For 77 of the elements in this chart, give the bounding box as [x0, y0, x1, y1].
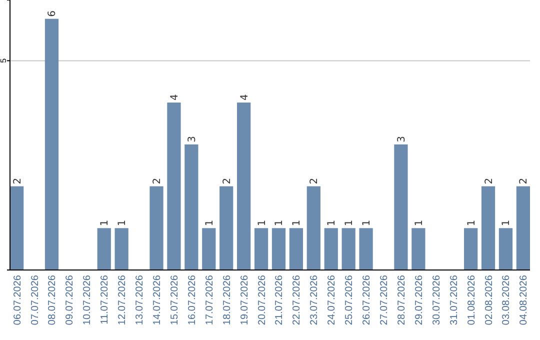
data-label: 2 — [222, 178, 233, 184]
x-tick-label: 06.07.2026 — [12, 274, 24, 326]
x-tick-label: 23.07.2026 — [309, 274, 320, 326]
x-tick-label: 16.07.2026 — [186, 274, 198, 326]
data-label: 2 — [12, 178, 24, 184]
x-tick-label: 27.07.2026 — [379, 274, 390, 326]
bar — [324, 228, 338, 270]
x-tick-label: 01.08.2026 — [466, 274, 478, 326]
bar — [394, 144, 408, 270]
bar — [516, 186, 530, 270]
bar — [289, 228, 303, 270]
x-tick-label: 14.07.2026 — [152, 274, 163, 326]
bar — [10, 186, 24, 270]
x-tick-label: 20.07.2026 — [256, 274, 268, 326]
bar — [184, 144, 198, 270]
x-tick-label: 26.07.2026 — [362, 274, 373, 326]
x-tick-label: 10.07.2026 — [82, 274, 94, 326]
data-label: 1 — [256, 220, 268, 226]
bar — [412, 228, 426, 270]
data-label: 4 — [169, 94, 180, 101]
bar — [306, 186, 320, 270]
bar — [272, 228, 286, 270]
bar — [167, 102, 181, 270]
bar — [220, 186, 234, 270]
x-tick-label: 29.07.2026 — [414, 274, 425, 326]
bar — [342, 228, 356, 270]
data-label: 1 — [117, 220, 128, 226]
bar — [44, 18, 59, 270]
x-tick-label: 30.07.2026 — [431, 274, 442, 326]
x-tick-label: 07.07.2026 — [30, 274, 41, 326]
x-tick-label: 12.07.2026 — [117, 274, 128, 326]
data-label: 1 — [344, 220, 356, 226]
x-tick-label: 18.07.2026 — [222, 274, 233, 326]
data-label: 3 — [186, 136, 198, 142]
data-label: 4 — [239, 94, 250, 101]
bar — [481, 186, 496, 270]
data-label: 2 — [518, 178, 530, 184]
data-label: 1 — [292, 220, 303, 226]
x-tick-label: 24.07.2026 — [326, 274, 338, 326]
x-tick-label: 15.07.2026 — [169, 274, 180, 326]
data-label: 1 — [100, 220, 111, 226]
x-tick-label: 02.08.2026 — [484, 274, 495, 326]
data-label: 2 — [309, 178, 320, 184]
x-tick-label: 22.07.2026 — [292, 274, 303, 326]
data-label: 1 — [362, 220, 373, 226]
bar — [464, 228, 478, 270]
x-tick-label: 04.08.2026 — [518, 274, 530, 326]
x-tick-label: 19.07.2026 — [239, 274, 250, 326]
x-tick-label: 03.08.2026 — [501, 274, 512, 326]
data-label: 6 — [47, 10, 58, 17]
data-label: 1 — [501, 220, 512, 226]
x-tick-label: 17.07.2026 — [204, 274, 216, 326]
x-tick-label: 11.07.2026 — [100, 274, 111, 324]
x-tick-label: 31.07.2026 — [448, 274, 460, 326]
bar — [97, 228, 111, 270]
x-tick-label: 21.07.2026 — [274, 274, 286, 326]
bar — [254, 228, 268, 270]
x-tick-label: 08.07.2026 — [47, 274, 58, 326]
x-tick-label: 28.07.2026 — [396, 274, 408, 326]
data-label: 1 — [466, 220, 478, 226]
bar — [202, 228, 216, 270]
bar — [237, 102, 251, 270]
bar — [498, 228, 513, 270]
data-label: 2 — [484, 178, 495, 184]
data-label: 3 — [396, 136, 408, 142]
data-label: 2 — [152, 178, 163, 184]
bar — [150, 186, 164, 270]
bar — [359, 228, 373, 270]
data-label: 1 — [274, 220, 286, 226]
x-tick-label: 09.07.2026 — [64, 274, 76, 326]
y-tick-label: 5 — [0, 58, 8, 63]
data-label: 1 — [204, 220, 216, 226]
x-tick-label: 13.07.2026 — [134, 274, 146, 326]
data-label: 1 — [326, 220, 338, 226]
data-label: 1 — [414, 220, 425, 226]
x-tick-label: 25.07.2026 — [344, 274, 356, 326]
bar — [114, 228, 128, 270]
